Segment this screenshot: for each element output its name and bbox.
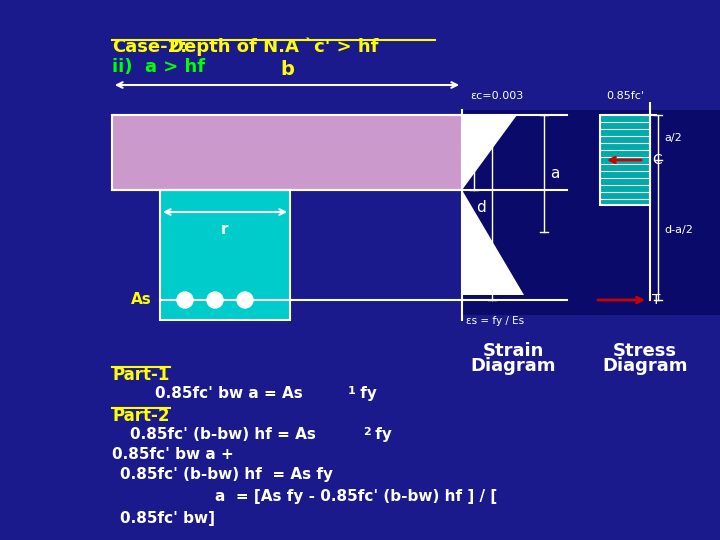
- Text: fy: fy: [370, 427, 392, 442]
- Text: εc=0.003: εc=0.003: [470, 91, 523, 101]
- Text: fy: fy: [355, 386, 377, 401]
- Text: b: b: [280, 60, 294, 79]
- Text: Diagram: Diagram: [470, 357, 556, 375]
- Text: d-a/2: d-a/2: [664, 225, 693, 235]
- Text: 0.85fc' bw a = As: 0.85fc' bw a = As: [155, 386, 302, 401]
- Bar: [112, 115, 462, 190]
- Text: 2: 2: [363, 427, 371, 437]
- Text: a  = [As fy - 0.85fc' (b-bw) hf ] / [: a = [As fy - 0.85fc' (b-bw) hf ] / [: [215, 489, 498, 504]
- Bar: [160, 190, 290, 320]
- Polygon shape: [462, 190, 524, 295]
- Text: ii)  a > hf: ii) a > hf: [112, 58, 205, 76]
- Text: a/2: a/2: [664, 132, 682, 143]
- Text: a: a: [550, 166, 559, 181]
- Text: As: As: [131, 293, 152, 307]
- Text: Diagram: Diagram: [602, 357, 688, 375]
- Text: 0.85fc': 0.85fc': [606, 91, 644, 101]
- Text: Part-1: Part-1: [112, 366, 169, 384]
- Bar: [600, 115, 650, 205]
- Text: Strain: Strain: [482, 342, 544, 360]
- Bar: [462, 110, 720, 315]
- Text: 0.85fc' (b-bw) hf = As: 0.85fc' (b-bw) hf = As: [130, 427, 316, 442]
- Text: 0.85fc' bw]: 0.85fc' bw]: [120, 511, 215, 526]
- Text: d: d: [476, 200, 486, 215]
- Text: 0.85fc' (b-bw) hf  = As fy: 0.85fc' (b-bw) hf = As fy: [120, 467, 333, 482]
- Text: T: T: [652, 293, 660, 307]
- Bar: [112, 115, 462, 190]
- Text: Depth of N.A `c' > hf: Depth of N.A `c' > hf: [169, 38, 379, 57]
- Text: r: r: [221, 222, 229, 237]
- Polygon shape: [462, 115, 517, 190]
- Text: C: C: [652, 153, 662, 167]
- Text: εs = fy / Es: εs = fy / Es: [466, 316, 524, 326]
- Text: Part-2: Part-2: [112, 407, 169, 425]
- Text: 0.85fc' bw a +: 0.85fc' bw a +: [112, 447, 234, 462]
- Bar: [160, 190, 290, 320]
- Text: Case-2:: Case-2:: [112, 38, 187, 56]
- Text: 1: 1: [348, 386, 356, 396]
- Circle shape: [177, 292, 193, 308]
- Circle shape: [237, 292, 253, 308]
- Text: Stress: Stress: [613, 342, 677, 360]
- Bar: [600, 115, 650, 205]
- Circle shape: [207, 292, 223, 308]
- Text: c: c: [459, 145, 468, 160]
